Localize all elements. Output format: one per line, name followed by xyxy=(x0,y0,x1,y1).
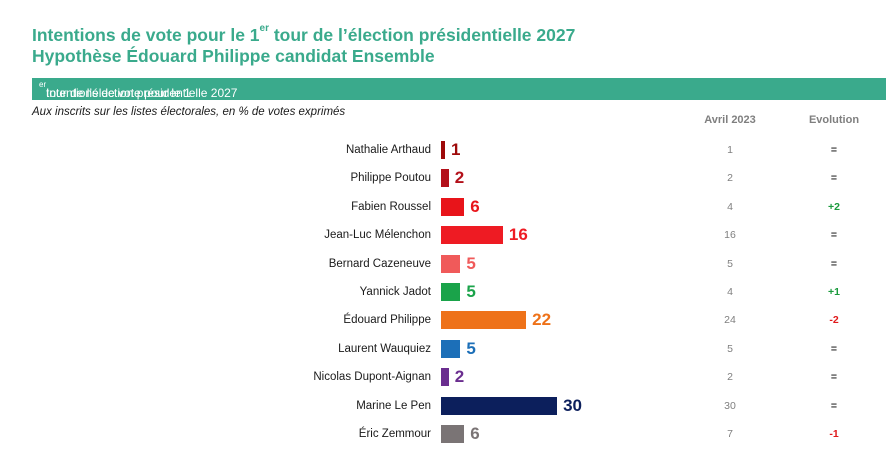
evolution-value: = xyxy=(830,399,838,412)
bar xyxy=(441,339,461,358)
bar xyxy=(441,226,503,245)
header-band-label: Intentions de vote pour le 1 er tour de l… xyxy=(39,80,238,100)
chart-subtitle-hypothesis: Hypothèse Édouard Philippe candidat Ense… xyxy=(32,46,435,66)
previous-value: 16 xyxy=(724,229,736,242)
evolution-value: = xyxy=(830,371,838,384)
data-label: 6 xyxy=(470,424,480,443)
previous-value: 4 xyxy=(727,200,733,213)
previous-value: 2 xyxy=(727,371,733,384)
evolution-value: +2 xyxy=(828,200,840,213)
candidate-name: Laurent Wauquiez xyxy=(338,342,431,355)
candidate-name: Marine Le Pen xyxy=(356,399,431,412)
bar xyxy=(441,425,465,443)
evolution-value: -2 xyxy=(829,314,839,327)
data-label: 2 xyxy=(454,168,465,188)
candidate-name: Éric Zemmour xyxy=(358,428,431,440)
chart-title: Intentions de vote pour le 1er tour de l… xyxy=(32,23,576,45)
scope-note: Aux inscrits sur les listes électorales,… xyxy=(32,106,346,118)
previous-value: 5 xyxy=(727,257,733,270)
evolution-value: = xyxy=(830,342,838,355)
candidate-name: Fabien Roussel xyxy=(351,200,431,213)
bar xyxy=(441,283,461,301)
bar xyxy=(441,197,465,216)
bar xyxy=(441,169,449,188)
data-label: 16 xyxy=(508,225,528,245)
previous-value: 7 xyxy=(727,428,733,440)
candidate-name: Bernard Cazeneuve xyxy=(328,257,431,270)
evolution-value: = xyxy=(830,172,838,185)
evolution-value: +1 xyxy=(828,286,840,298)
candidate-name: Édouard Philippe xyxy=(343,314,431,327)
candidate-name: Philippe Poutou xyxy=(350,172,431,185)
evolution-value: = xyxy=(830,257,838,270)
previous-value: 24 xyxy=(724,314,736,327)
data-label: 5 xyxy=(466,282,476,301)
evolution-value: -1 xyxy=(829,428,839,440)
previous-value: 2 xyxy=(727,172,733,185)
previous-value: 5 xyxy=(727,342,733,355)
data-label: 22 xyxy=(532,310,552,330)
evolution-value: = xyxy=(830,229,838,242)
column-header-evolution: Evolution xyxy=(808,114,860,126)
bar xyxy=(441,141,445,159)
data-label: 1 xyxy=(451,140,461,159)
header-band: Intentions de vote pour le 1 er tour de l… xyxy=(32,78,886,100)
evolution-value: = xyxy=(830,144,838,156)
bar xyxy=(441,254,461,273)
bar xyxy=(441,368,449,387)
bar xyxy=(441,311,527,330)
candidate-name: Yannick Jadot xyxy=(359,286,431,298)
candidate-name: Jean-Luc Mélenchon xyxy=(324,229,431,242)
bar xyxy=(441,396,558,415)
data-label: 5 xyxy=(466,338,476,358)
data-label: 5 xyxy=(466,253,476,273)
previous-value: 30 xyxy=(724,399,736,412)
data-label: 2 xyxy=(454,367,465,387)
candidate-name: Nicolas Dupont-Aignan xyxy=(313,371,431,384)
data-label: 6 xyxy=(470,196,480,216)
column-header-previous: Avril 2023 xyxy=(704,114,756,126)
previous-value: 4 xyxy=(727,286,733,298)
candidate-name: Nathalie Arthaud xyxy=(345,144,431,156)
previous-value: 1 xyxy=(727,144,733,156)
data-label: 30 xyxy=(563,395,583,415)
